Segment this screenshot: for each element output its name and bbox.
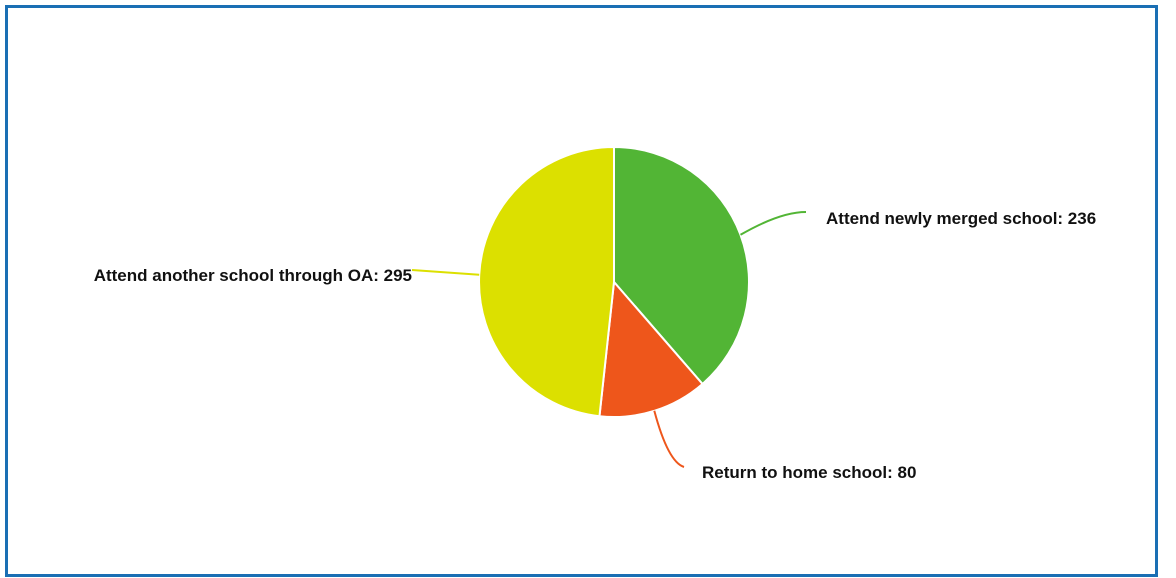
pie-slices bbox=[478, 145, 750, 418]
leader-line-another-school bbox=[411, 269, 480, 276]
slice-label-another-school: Attend another school through OA: 295 bbox=[94, 266, 412, 285]
slice-label-home-school: Return to home school: 80 bbox=[702, 463, 916, 482]
pie-slice-another-school bbox=[478, 145, 615, 418]
pie-slice-newly-merged bbox=[613, 145, 750, 386]
leader-lines bbox=[411, 211, 807, 468]
leader-line-home-school bbox=[653, 410, 685, 468]
slice-label-newly-merged: Attend newly merged school: 236 bbox=[826, 209, 1096, 228]
leader-line-newly-merged bbox=[740, 211, 807, 236]
